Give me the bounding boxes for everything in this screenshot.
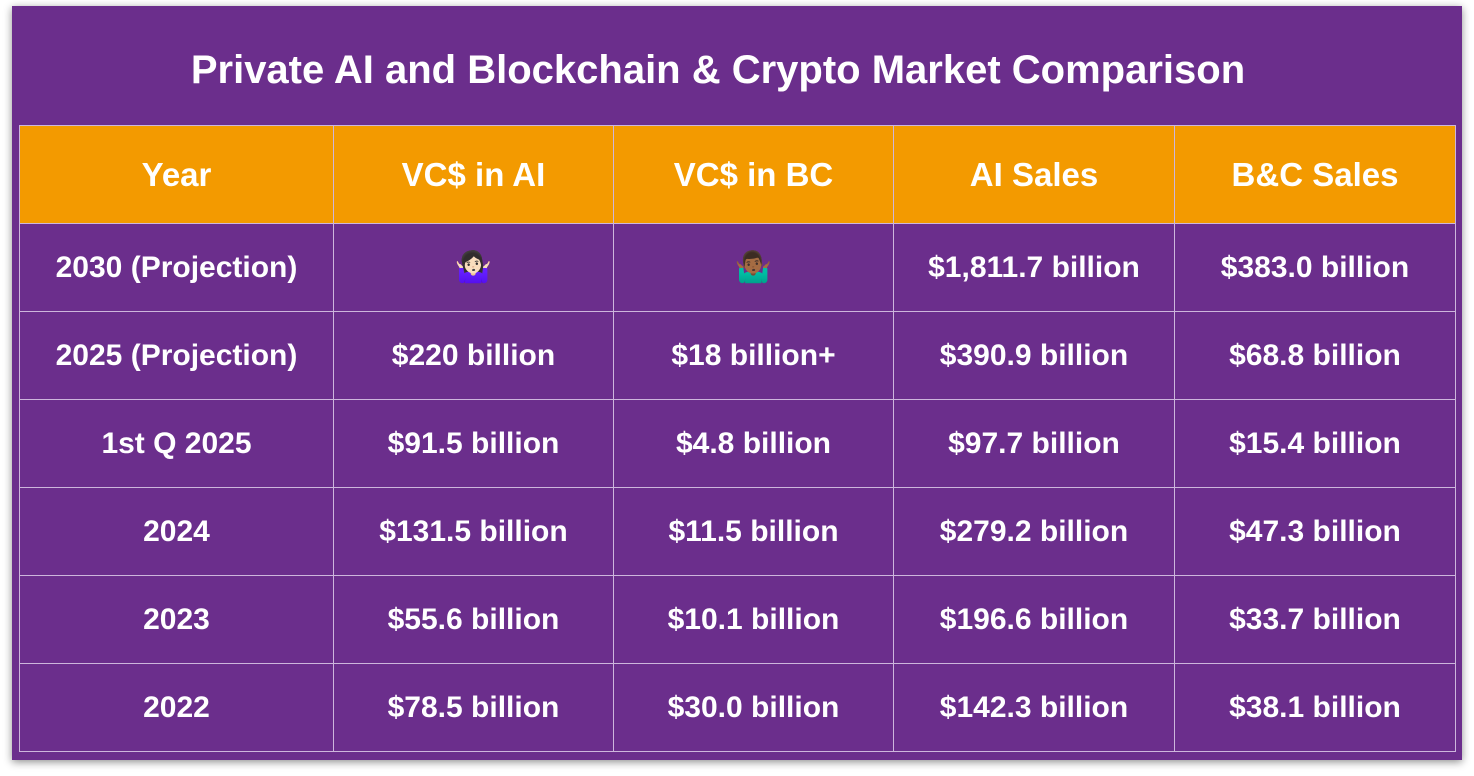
header-cell: Year [19,125,334,224]
table-cell: $142.3 billion [893,663,1175,752]
table-cell: 🤷🏻‍♀️ [333,223,614,312]
table-cell: 2022 [19,663,334,752]
header-cell: B&C Sales [1174,125,1456,224]
table-cell: $11.5 billion [613,487,894,576]
header-cell: VC$ in BC [613,125,894,224]
table-row: 2023 $55.6 billion $10.1 billion $196.6 bil… [19,575,1456,664]
table-cell: $33.7 billion [1174,575,1456,664]
table-cell: $91.5 billion [333,399,614,488]
card: Private AI and Blockchain & Crypto Marke… [12,6,1462,760]
table-cell: 2023 [19,575,334,664]
table-cell: $279.2 billion [893,487,1175,576]
table-cell: $1,811.7 billion [893,223,1175,312]
table-cell: $383.0 billion [1174,223,1456,312]
table-cell: $47.3 billion [1174,487,1456,576]
header-row: Year VC$ in AI VC$ in BC AI Sales B&C Sales [19,125,1456,224]
table-cell: $78.5 billion [333,663,614,752]
table-cell: $131.5 billion [333,487,614,576]
table-cell: $68.8 billion [1174,311,1456,400]
table-cell: $10.1 billion [613,575,894,664]
table-cell: $4.8 billion [613,399,894,488]
table-cell: $18 billion+ [613,311,894,400]
table-cell: $390.9 billion [893,311,1175,400]
table-cell: $97.7 billion [893,399,1175,488]
table-cell: $196.6 billion [893,575,1175,664]
table-cell: $30.0 billion [613,663,894,752]
table-cell: 🤷🏾‍♂️ [613,223,894,312]
table-cell: $220 billion [333,311,614,400]
table: Year VC$ in AI VC$ in BC AI Sales B&C Sales … [19,125,1456,752]
header-cell: AI Sales [893,125,1175,224]
table-cell: 2030 (Projection) [19,223,334,312]
table-cell: 2025 (Projection) [19,311,334,400]
table-body: 2030 (Projection) 🤷🏻‍♀️ 🤷🏾‍♂️ $1,811.7 bill… [19,223,1456,752]
table-row: 2025 (Projection) $220 billion $18 billion… [19,311,1456,400]
table-row: 1st Q 2025 $91.5 billion $4.8 billion $97.7… [19,399,1456,488]
table-cell: 1st Q 2025 [19,399,334,488]
table-row: 2030 (Projection) 🤷🏻‍♀️ 🤷🏾‍♂️ $1,811.7 bill… [19,223,1456,312]
table-cell: $55.6 billion [333,575,614,664]
header-cell: VC$ in AI [333,125,614,224]
table-row: 2022 $78.5 billion $30.0 billion $142.3 bil… [19,663,1456,752]
table-cell: $38.1 billion [1174,663,1456,752]
title: Private AI and Blockchain & Crypto Marke… [190,48,1246,92]
table-cell: $15.4 billion [1174,399,1456,488]
table-cell: 2024 [19,487,334,576]
table-row: 2024 $131.5 billion $11.5 billion $279.2 bi… [19,487,1456,576]
